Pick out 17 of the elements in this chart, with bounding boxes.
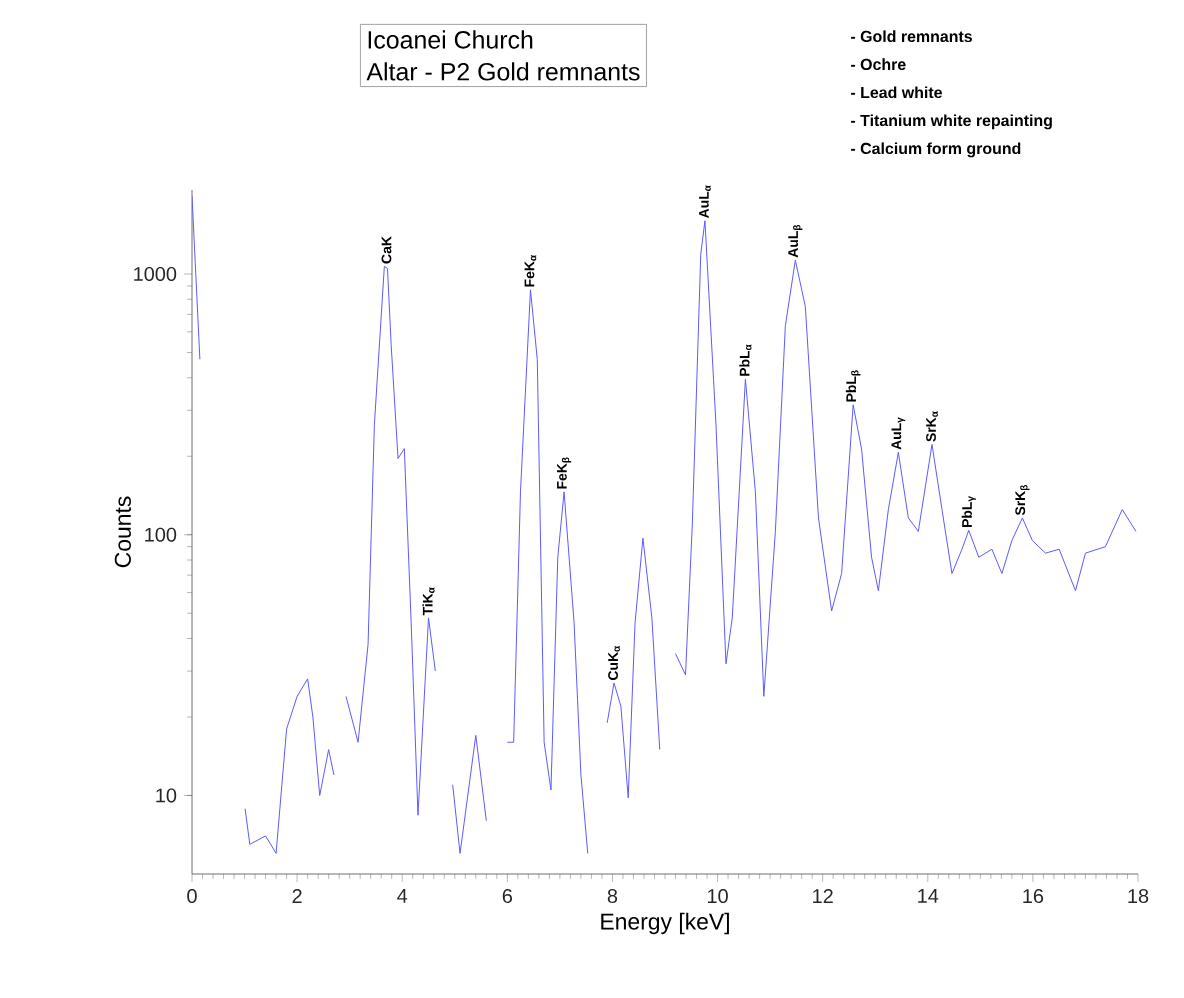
y-tick-label: 1000 [134,266,177,282]
x-tick-label: 2 [292,889,302,903]
chart-subtitle: Altar - P2 Gold remnants [366,62,640,81]
y-axis-title: Counts [114,496,131,568]
x-tick-label: 4 [397,888,408,903]
y-tick-label: 100 [145,527,177,542]
y-tick-label: 10 [156,788,177,803]
x-tick-label: 12 [813,889,833,903]
x-tick-label: 14 [918,888,939,903]
x-tick-label: 10 [708,889,728,904]
chart-title: Icoanei Church [368,30,533,49]
x-tick-label: 16 [1023,889,1044,904]
x-axis-title: Energy [keV] [601,912,729,935]
x-tick-label: 18 [1128,889,1149,904]
x-tick-label: 8 [607,889,618,904]
x-tick-label: 6 [502,889,513,904]
x-tick-label: 0 [187,889,197,904]
